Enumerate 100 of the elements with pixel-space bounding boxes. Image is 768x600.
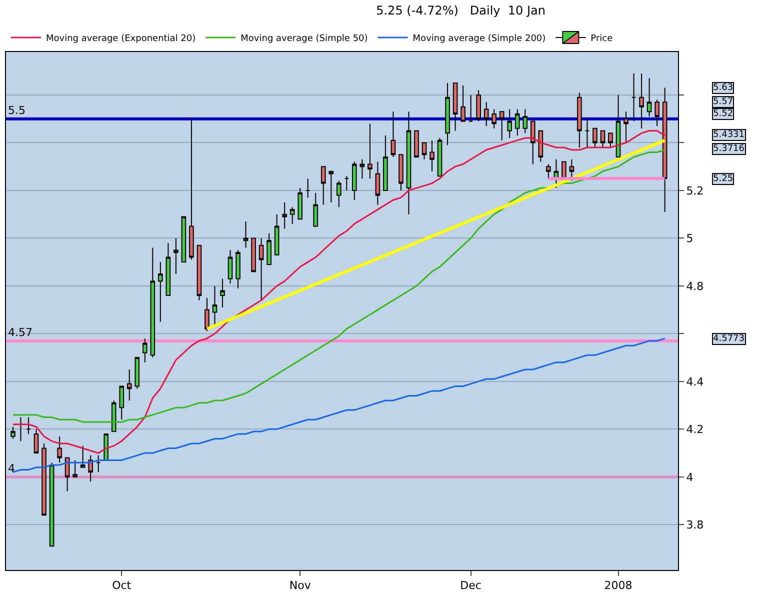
candlestick <box>236 250 240 289</box>
candlestick <box>546 164 551 180</box>
candlestick <box>181 216 186 263</box>
candlestick <box>243 220 248 248</box>
candlestick <box>96 454 101 473</box>
candlestick <box>577 92 582 148</box>
candlestick <box>196 244 202 301</box>
candlestick <box>290 206 295 224</box>
candlestick <box>142 338 148 363</box>
candlestick <box>166 242 171 296</box>
candlestick <box>88 454 93 482</box>
candlestick <box>592 128 598 148</box>
y-tick-label: 4 <box>686 470 694 484</box>
candlestick <box>328 170 334 203</box>
candlestick <box>313 192 318 227</box>
candlestick <box>57 436 62 464</box>
candlestick <box>422 142 427 160</box>
text: 5.25 <box>713 174 734 184</box>
candlestick <box>430 140 434 172</box>
candlestick <box>514 108 520 136</box>
candlestick <box>49 462 54 547</box>
y-tick-label: 4.2 <box>686 423 704 436</box>
candlestick <box>646 78 652 117</box>
candlestick <box>499 111 504 141</box>
candlestick <box>220 278 225 308</box>
candlestick <box>375 161 380 206</box>
candlestick <box>445 82 450 146</box>
candlestick <box>468 94 474 122</box>
candlestick <box>266 232 272 265</box>
y-tick-label: 3.8 <box>686 518 704 532</box>
candlestick <box>42 442 46 516</box>
text: 4.5773 <box>713 334 744 344</box>
candlestick <box>624 111 628 144</box>
candlestick <box>320 166 326 206</box>
candlestick <box>492 108 496 129</box>
legend-label: Moving average (Simple 200) <box>412 34 546 44</box>
candlestick <box>344 176 350 191</box>
text: 5.57 <box>713 97 734 107</box>
candlestick <box>476 90 481 122</box>
candlestick <box>251 238 256 272</box>
candlestick <box>336 180 342 208</box>
chart-title: 5.25 (-4.72%) Daily 10 Jan <box>376 3 546 18</box>
candlestick <box>368 123 372 180</box>
candlestick <box>584 118 590 148</box>
candlestick <box>258 238 264 301</box>
candlestick <box>390 111 396 158</box>
candlestick <box>562 161 566 180</box>
candlestick <box>452 82 458 132</box>
candlestick <box>282 202 287 230</box>
candlestick <box>189 118 194 260</box>
candlestick <box>360 158 365 180</box>
candlestick <box>80 445 86 468</box>
ref-line-label: 4 <box>8 462 15 475</box>
candlestick <box>600 130 606 148</box>
x-tick-label: Dec <box>460 579 482 592</box>
candlestick <box>158 262 163 322</box>
legend-label: Moving average (Exponential 20) <box>46 34 196 44</box>
candlestick <box>204 297 210 332</box>
candlestick <box>64 457 70 492</box>
y-tick-label: 5 <box>686 232 694 246</box>
candlestick <box>352 161 357 200</box>
text: 5.63 <box>713 83 734 93</box>
candlestick <box>134 357 140 390</box>
candlestick <box>398 154 404 191</box>
x-tick-label: 2008 <box>604 579 632 592</box>
candlestick <box>530 120 536 165</box>
candlestick <box>150 247 156 358</box>
legend-label: Price <box>590 34 614 44</box>
candlestick <box>608 132 613 148</box>
candlestick <box>228 250 233 284</box>
candlestick <box>174 238 178 274</box>
x-tick-label: Nov <box>289 579 312 592</box>
candlestick <box>414 130 419 158</box>
candlestick <box>26 416 31 434</box>
text: 5.3716 <box>713 144 745 154</box>
candlestick <box>406 111 412 215</box>
y-tick-label: 4.4 <box>686 375 704 388</box>
ref-line-label: 4.57 <box>8 326 32 339</box>
candlestick <box>104 433 108 461</box>
candlestick <box>460 84 466 122</box>
candlestick <box>631 72 636 122</box>
candlestick <box>111 400 116 432</box>
candlestick <box>274 214 280 256</box>
candlestick <box>569 158 574 182</box>
y-tick-label: 5.2 <box>686 184 704 198</box>
candlestick <box>119 386 124 420</box>
legend-label: Moving average (Simple 50) <box>240 34 368 44</box>
candlestick <box>616 94 621 158</box>
x-tick-label: Oct <box>112 579 132 592</box>
y-tick-label: 4.8 <box>686 280 704 293</box>
candlestick <box>437 137 442 177</box>
text: 5.4331 <box>713 130 744 140</box>
candlestick <box>298 188 302 220</box>
candlestick <box>522 108 528 134</box>
candlestick <box>305 178 310 198</box>
candlestick <box>507 108 512 138</box>
candlestick <box>654 99 660 126</box>
text: 5.52 <box>713 109 734 119</box>
candlestick <box>126 368 132 402</box>
candlestick <box>662 87 668 212</box>
